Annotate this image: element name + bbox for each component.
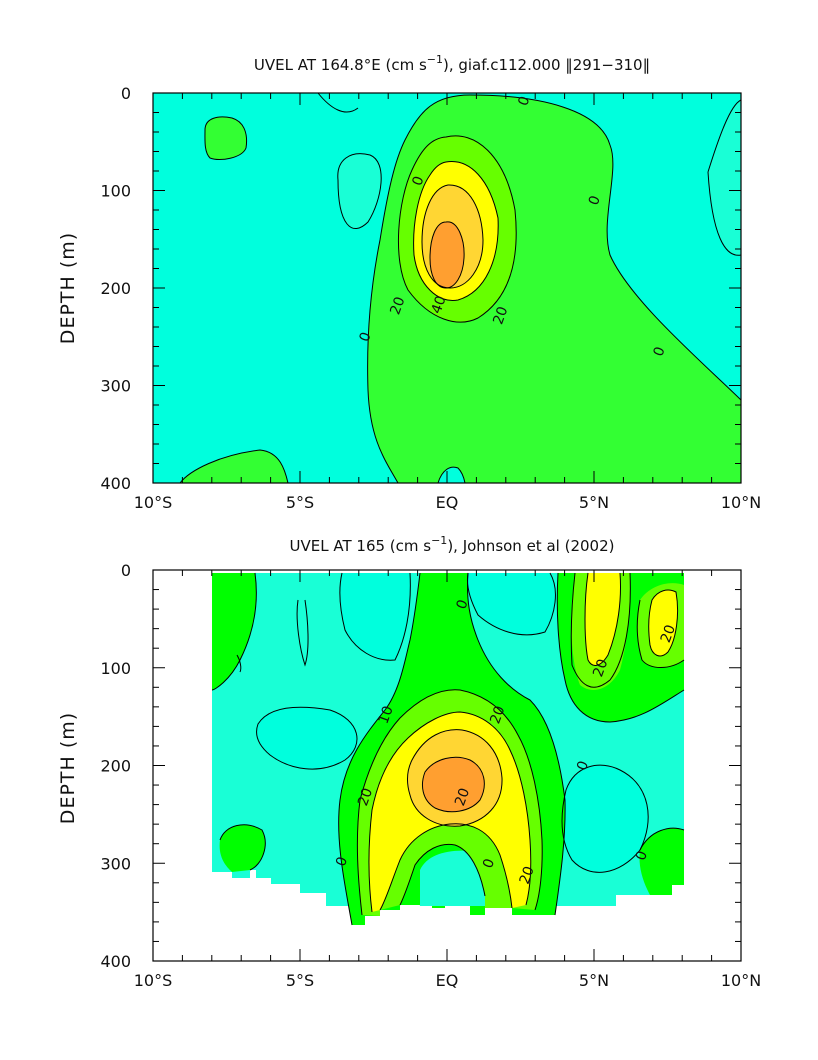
y-axis-observed: 0 100 200 300 400 bbox=[100, 561, 741, 971]
contour-lines-observed bbox=[211, 572, 685, 926]
y-tick-label: 300 bbox=[100, 377, 131, 396]
fill-20-30-ne bbox=[585, 573, 621, 666]
y-axis-label-model: DEPTH (m) bbox=[57, 232, 79, 344]
fill-weak-east bbox=[708, 100, 741, 256]
y-tick-label: 100 bbox=[100, 659, 131, 678]
y-tick-label: 100 bbox=[100, 182, 131, 201]
fill-40-50-model bbox=[430, 221, 465, 288]
fill-pos-east-deep bbox=[639, 828, 684, 895]
x-tick-label: 10°S bbox=[134, 493, 173, 512]
contour-label: 20 bbox=[355, 786, 376, 808]
fill-cyan-north bbox=[467, 573, 556, 635]
fill-cyan-se bbox=[562, 765, 649, 873]
contour-label: 20 bbox=[590, 657, 611, 679]
x-tick-label: 10°N bbox=[721, 971, 761, 990]
fill-pos-bottomleft bbox=[180, 450, 288, 483]
fill-pos-west-obs bbox=[212, 573, 257, 690]
y-tick-label: 0 bbox=[121, 561, 131, 580]
fill-20-30-ne2 bbox=[648, 590, 678, 656]
contour-label: 20 bbox=[517, 864, 538, 886]
x-tick-label: 5°S bbox=[286, 971, 314, 990]
contour-label: 10 bbox=[376, 704, 397, 726]
x-axis-observed: 10°S 5°S EQ 5°N 10°N bbox=[134, 570, 761, 990]
y-tick-label: 300 bbox=[100, 854, 131, 873]
panel-model: UVEL AT 164.8°E (cm s−1), giaf.c112.000 … bbox=[57, 53, 761, 512]
fill-cyan-west bbox=[256, 707, 357, 770]
contour-label: 40 bbox=[429, 294, 450, 316]
y-tick-label: 200 bbox=[100, 279, 131, 298]
contour-lines-model bbox=[179, 92, 742, 484]
x-tick-label: 5°N bbox=[579, 493, 609, 512]
fill-40-50-obs bbox=[422, 757, 485, 812]
x-tick-label: 5°N bbox=[579, 971, 609, 990]
panel-title-model: UVEL AT 164.8°E (cm s−1), giaf.c112.000 … bbox=[254, 53, 650, 74]
panel-title-observed: UVEL AT 165 (cm s−1), Johnson et al (200… bbox=[290, 534, 615, 555]
y-axis-model: 0 100 200 300 400 bbox=[100, 84, 741, 493]
y-tick-label: 400 bbox=[100, 474, 131, 493]
contour-label: 20 bbox=[490, 305, 511, 327]
fill-cyan-nw bbox=[339, 573, 411, 661]
contour-label: 20 bbox=[387, 295, 408, 317]
y-tick-label: 200 bbox=[100, 757, 131, 776]
x-tick-label: 5°S bbox=[286, 493, 314, 512]
contour-label: 20 bbox=[487, 704, 508, 726]
fill-pos-west-deep bbox=[219, 824, 266, 872]
x-tick-label: EQ bbox=[436, 971, 459, 990]
contour-label: 20 bbox=[452, 786, 473, 808]
y-tick-label: 0 bbox=[121, 84, 131, 103]
contour-label: 20 bbox=[658, 623, 679, 645]
contour-fill-observed bbox=[212, 573, 684, 925]
y-tick-label: 400 bbox=[100, 952, 131, 971]
x-tick-label: 10°N bbox=[721, 493, 761, 512]
y-axis-label-observed: DEPTH (m) bbox=[57, 712, 79, 824]
x-tick-label: 10°S bbox=[134, 971, 173, 990]
fill-pos-topleft bbox=[204, 116, 247, 160]
x-axis-model: 10°S 5°S EQ 5°N 10°N bbox=[134, 93, 761, 512]
fill-weak-west bbox=[337, 153, 382, 229]
x-tick-label: EQ bbox=[436, 493, 459, 512]
panel-observed: UVEL AT 165 (cm s−1), Johnson et al (200… bbox=[57, 534, 761, 990]
